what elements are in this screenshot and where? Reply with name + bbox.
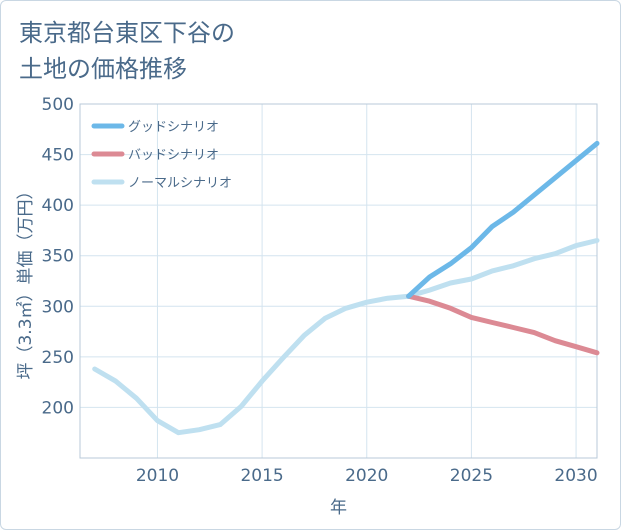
y-tick-label: 350: [42, 247, 74, 267]
y-tick-label: 500: [42, 95, 74, 115]
series-lines: [92, 140, 600, 436]
y-tick-label: 250: [42, 348, 74, 368]
legend-label: ノーマルシナリオ: [128, 176, 232, 191]
x-tick-label: 2010: [136, 466, 179, 486]
legend-label: グッドシナリオ: [128, 120, 219, 135]
y-tick-label: 300: [42, 297, 74, 317]
legend-label: バッドシナリオ: [128, 148, 219, 163]
plot-area: [79, 103, 598, 459]
series-line-1: [406, 140, 600, 299]
chart-title: 東京都台東区下谷の 土地の価格推移: [19, 15, 235, 87]
x-axis-ticks: 2010 2015 2020 2025 2030: [136, 466, 598, 486]
series-line-2: [406, 293, 600, 356]
chart-title-line1: 東京都台東区下谷の: [19, 19, 235, 47]
x-axis-label: 年: [330, 498, 347, 518]
x-tick-label: 2025: [450, 466, 493, 486]
y-axis-ticks: 200 250 300 350 400 450 500: [42, 95, 74, 418]
chart-title-line2: 土地の価格推移: [19, 55, 187, 83]
x-tick-label: 2020: [345, 466, 388, 486]
y-axis-label: 坪（3.3㎡）単価（万円）: [16, 182, 36, 379]
y-tick-label: 450: [42, 146, 74, 166]
series-line-3: [92, 238, 600, 436]
x-tick-label: 2030: [554, 466, 597, 486]
x-tick-label: 2015: [240, 466, 283, 486]
y-tick-label: 200: [42, 398, 74, 418]
y-tick-label: 400: [42, 196, 74, 216]
